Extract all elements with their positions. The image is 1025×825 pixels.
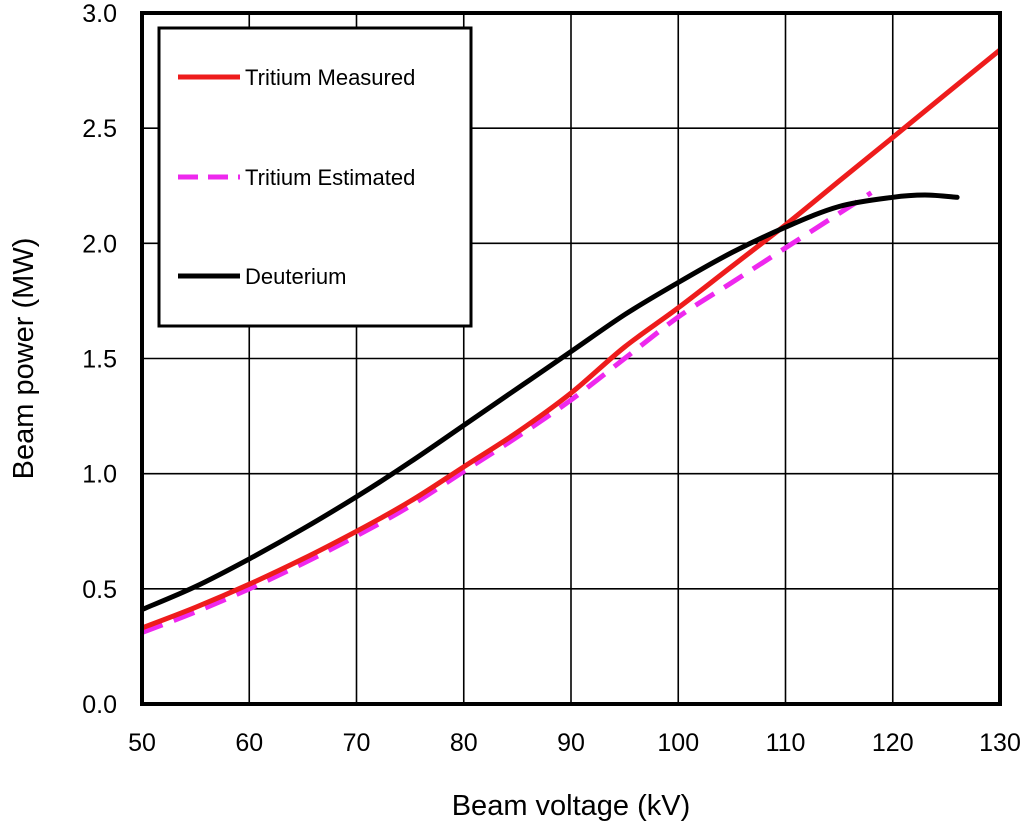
y-axis-title: Beam power (MW) xyxy=(8,238,40,480)
series-line-tritium-measured xyxy=(142,47,1000,631)
plot-area-frame xyxy=(140,11,1002,706)
y-tick-label: 0.5 xyxy=(82,576,117,604)
x-tick-label: 80 xyxy=(450,729,478,757)
y-tick-label: 1.0 xyxy=(82,461,117,489)
y-tick-label: 3.0 xyxy=(82,0,117,28)
y-tick-label: 1.5 xyxy=(82,346,117,374)
x-tick-label: 90 xyxy=(557,729,585,757)
series-lines xyxy=(142,47,1000,635)
x-tick-label: 110 xyxy=(766,729,806,757)
y-tick-label: 2.5 xyxy=(82,115,117,143)
x-tick-label: 50 xyxy=(128,729,156,757)
x-tick-label: 60 xyxy=(235,729,263,757)
legend-label-tritium-measured: Tritium Measured xyxy=(245,65,415,90)
legend: Tritium Measured Tritium Estimated Deuteri… xyxy=(157,26,473,328)
x-tick-label: 120 xyxy=(872,729,914,757)
x-axis-title: Beam voltage (kV) xyxy=(452,790,691,822)
tick-labels: 50 60 70 80 90 100 110 120 130 0.0 0.5 1.0 1.5 2.0 2.5… xyxy=(82,0,1021,757)
x-tick-label: 100 xyxy=(657,729,699,757)
x-tick-label: 130 xyxy=(979,729,1021,757)
y-tick-label: 0.0 xyxy=(82,691,117,719)
y-tick-label: 2.0 xyxy=(82,230,117,258)
series-line-deuterium xyxy=(142,192,960,613)
legend-label-tritium-estimated: Tritium Estimated xyxy=(245,165,415,190)
x-tick-label: 70 xyxy=(343,729,371,757)
series-line-tritium-estimated xyxy=(142,190,873,635)
legend-label-deuterium: Deuterium xyxy=(245,264,346,289)
